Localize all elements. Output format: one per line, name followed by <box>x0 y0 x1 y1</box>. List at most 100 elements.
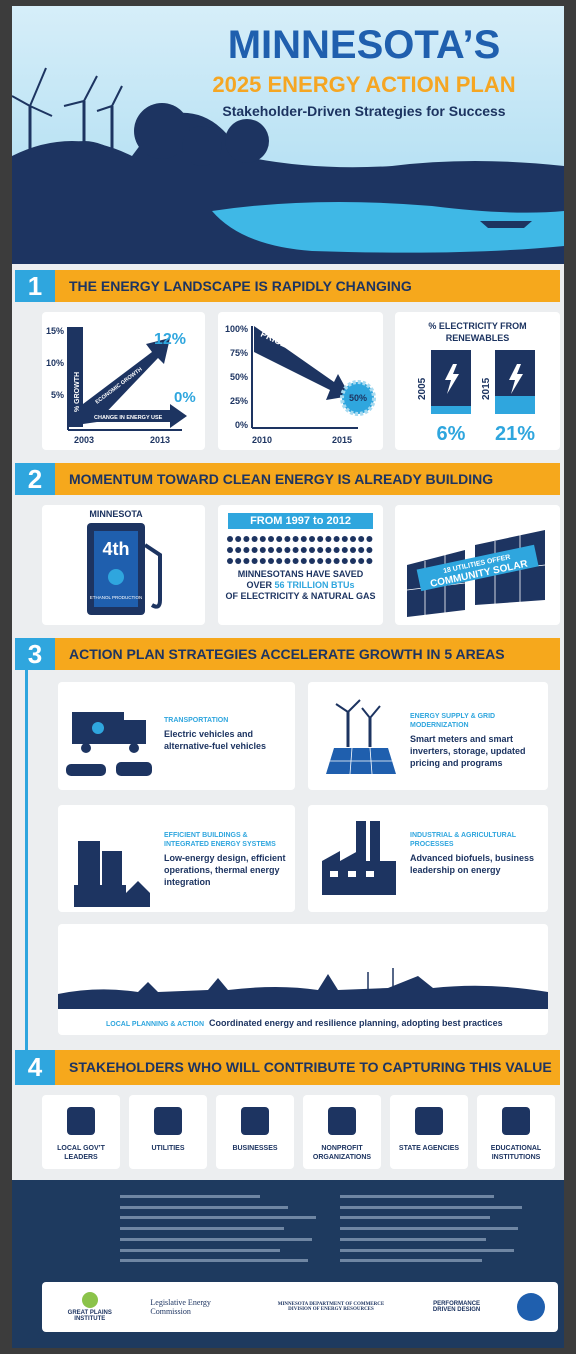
community-solar-panel: 18 UTILITIES OFFER COMMUNITY SOLAR <box>395 505 560 625</box>
person-icon <box>268 547 274 553</box>
logo-text: GREAT PLAINS INSTITUTE <box>68 1310 112 1322</box>
section-title: THE ENERGY LANDSCAPE IS RAPIDLY CHANGING <box>55 270 560 302</box>
reference-line <box>120 1216 316 1219</box>
reference-line <box>120 1249 280 1252</box>
pump-icon: MINNESOTA 4th ETHANOL PRODUCTION <box>42 505 205 625</box>
year-label: 2005 <box>417 377 428 400</box>
logo: Legislative Energy Commission <box>150 1298 240 1316</box>
person-icon <box>309 547 315 553</box>
arrow-label: CHANGE IN ENERGY USE <box>94 415 163 421</box>
area-heading: LOCAL PLANNING & ACTION <box>106 1021 204 1028</box>
solar-panel: 100%75%50%25%0% PRICE OF SOLAR 50% 2010 … <box>218 312 383 450</box>
stakeholder-label: BUSINESSES <box>216 1144 294 1153</box>
stakeholder: UTILITIES <box>129 1095 207 1169</box>
savings-panel: FROM 1997 to 2012 MINNESOTANS HAVE SAVED… <box>218 505 383 625</box>
logo-strip: GREAT PLAINS INSTITUTE Legislative Energ… <box>42 1282 558 1332</box>
header: MINNESOTA’S 2025 ENERGY ACTION PLAN Stak… <box>12 6 564 264</box>
person-icon <box>358 558 364 564</box>
reference-line <box>120 1259 308 1262</box>
person-icon <box>366 558 372 564</box>
person-icon <box>309 558 315 564</box>
reference-line <box>120 1238 312 1241</box>
person-icon <box>317 547 323 553</box>
renewables-panel: % ELECTRICITY FROM RENEWABLES 2005 2015 … <box>395 312 560 450</box>
person-icon <box>325 536 331 542</box>
person-icon <box>284 547 290 553</box>
savings-text: OVER <box>246 580 272 590</box>
area-heading: TRANSPORTATION <box>164 716 289 725</box>
reference-line <box>120 1206 288 1209</box>
batteries: 2005 2015 6% 21% <box>395 312 560 450</box>
person-icon <box>350 536 356 542</box>
year-label: 2015 <box>332 435 352 445</box>
person-icon <box>333 558 339 564</box>
person-icon <box>341 536 347 542</box>
growth-panel: 15%10%5% % GROWTH ECONOMIC GROWTH CHANGE… <box>42 312 205 450</box>
person-icon <box>292 558 298 564</box>
person-icon <box>333 536 339 542</box>
section-title: STAKEHOLDERS WHO WILL CONTRIBUTE TO CAPT… <box>55 1050 560 1085</box>
person-icon <box>309 536 315 542</box>
stakeholder: STATE AGENCIES <box>390 1095 468 1169</box>
section-title: ACTION PLAN STRATEGIES ACCELERATE GROWTH… <box>55 638 560 670</box>
ethanol-panel: MINNESOTA 4th ETHANOL PRODUCTION <box>42 505 205 625</box>
person-icon <box>259 547 265 553</box>
person-icon <box>251 558 257 564</box>
person-icon <box>284 558 290 564</box>
rank-label: ETHANOL PRODUCTION <box>90 595 143 600</box>
value-label: 21% <box>495 423 535 445</box>
axis-label: % GROWTH <box>74 372 81 412</box>
year-label: 2013 <box>150 435 170 445</box>
stakeholder: LOCAL GOV’T LEADERS <box>42 1095 120 1169</box>
seal <box>517 1293 545 1321</box>
person-icon <box>325 558 331 564</box>
area-text: Low-energy design, efficient operations,… <box>164 852 292 888</box>
person-icon <box>341 547 347 553</box>
area-text: Electric vehicles and alternative-fuel v… <box>164 728 289 752</box>
person-icon <box>333 547 339 553</box>
section-number: 4 <box>15 1050 55 1085</box>
year-label: 2010 <box>252 435 272 445</box>
references <box>120 1195 540 1265</box>
reference-line <box>340 1259 482 1262</box>
person-icon <box>243 536 249 542</box>
person-icon <box>300 558 306 564</box>
tick-label: 100% <box>225 324 248 334</box>
person-icon <box>268 536 274 542</box>
person-icon <box>276 547 282 553</box>
person-icon <box>227 558 233 564</box>
person-icon <box>235 536 241 542</box>
area-text: Advanced biofuels, business leadership o… <box>410 852 542 876</box>
stakeholder-icon <box>148 1101 188 1139</box>
infographic: MINNESOTA’S 2025 ENERGY ACTION PLAN Stak… <box>0 0 576 1354</box>
reference-line <box>120 1227 284 1230</box>
person-icon <box>259 558 265 564</box>
stakeholder: EDUCATIONAL INSTITUTIONS <box>477 1095 555 1169</box>
grid-icon <box>318 692 403 782</box>
person-icon <box>259 536 265 542</box>
section-number: 3 <box>15 638 55 670</box>
person-icon <box>227 547 233 553</box>
reference-line <box>340 1195 494 1198</box>
person-icon <box>317 536 323 542</box>
person-icon <box>292 547 298 553</box>
stakeholder-label: NONPROFIT ORGANIZATIONS <box>303 1144 381 1162</box>
person-icon <box>227 536 233 542</box>
person-icon <box>276 558 282 564</box>
person-icon <box>284 536 290 542</box>
section-title: MOMENTUM TOWARD CLEAN ENERGY IS ALREADY … <box>55 463 560 495</box>
area-heading: EFFICIENT BUILDINGS & INTEGRATED ENERGY … <box>164 831 292 849</box>
area-text: Coordinated energy and resilience planni… <box>209 1018 503 1028</box>
area-panel: TRANSPORTATION Electric vehicles and alte… <box>58 682 295 790</box>
reference-line <box>340 1249 514 1252</box>
savings-text: MINNESOTANS HAVE SAVED <box>238 569 364 579</box>
tick-label: 10% <box>46 358 64 368</box>
person-icon <box>350 547 356 553</box>
year-label: 2015 <box>481 377 492 400</box>
person-icon <box>251 536 257 542</box>
savings-amount: 56 TRILLION BTUs <box>275 580 355 590</box>
divider <box>25 670 28 1050</box>
